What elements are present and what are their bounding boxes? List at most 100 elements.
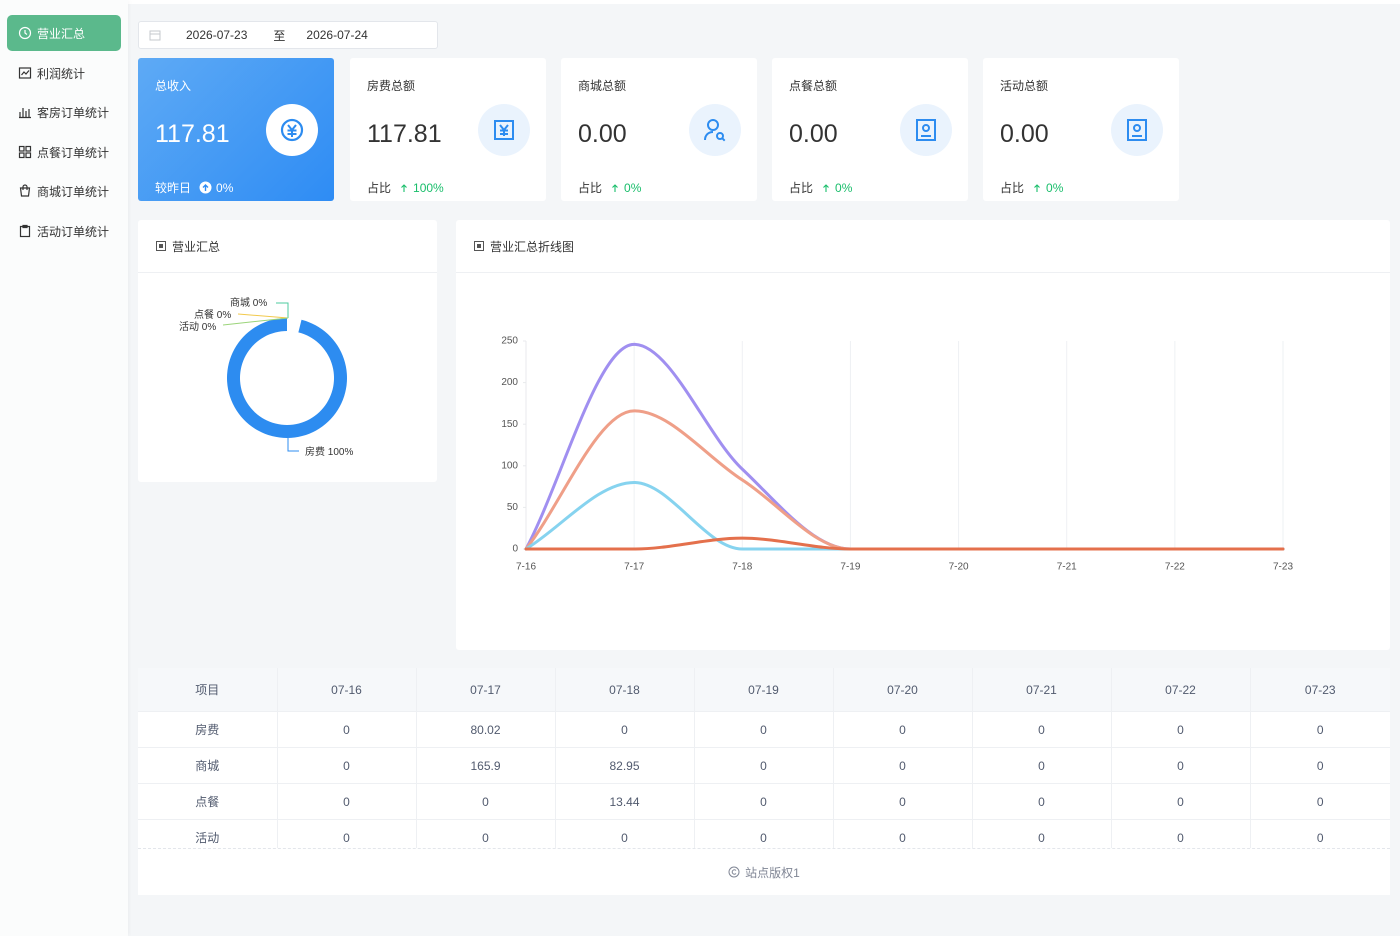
footer-label: 占比 [367,181,392,195]
footer-value: 0% [835,180,853,195]
x-tick-label: 7-19 [840,562,860,573]
header-cell: 07-19 [694,668,834,712]
menu-icon [19,184,31,197]
footer-text: 站点版权1 [745,865,800,880]
table-cell: 0 [972,783,1112,820]
icon [916,119,936,141]
table-cell: 0 [1250,783,1390,820]
icon [280,118,304,142]
stat-card: 活动总额 0.00 占比 0% [983,58,1179,201]
header-cell: 07-21 [972,668,1112,712]
panel-icon [156,241,166,251]
header-cell: 项目 [138,668,278,712]
table-cell: 0 [416,783,556,820]
table-row: 点餐 0 0 13.44 0 0 0 0 0 [138,783,1390,820]
trend-icon [823,183,829,192]
header-cell: 07-16 [277,668,417,712]
pie-label: 商城 0% [230,296,267,309]
card-title: 点餐总额 [789,79,838,93]
menu-item[interactable]: 利润统计 [7,55,121,91]
x-tick-label: 7-22 [1165,562,1185,573]
footer-value: 100% [413,180,444,195]
card-icon [689,104,741,156]
y-tick-label: 200 [501,377,518,388]
card-icon [266,104,318,156]
menu-item[interactable]: 点餐订单统计 [7,134,121,170]
menu-item[interactable]: 客房订单统计 [7,94,121,130]
card-title: 活动总额 [1000,79,1049,93]
pie-label-value: 0% [253,298,268,309]
table-head: 项目 07-16 07-17 07-18 07-19 07-20 07-21 07-22 07-… [138,668,1390,712]
card-icon [478,104,530,156]
x-tick-label: 7-18 [732,562,752,573]
data-table: 项目 07-16 07-17 07-18 07-19 07-20 07-21 07-22 07-… [138,668,1390,856]
series-line [524,342,1285,551]
trend-icon [612,183,618,192]
pie-label-value: 0% [217,310,232,321]
card-title: 房费总额 [367,79,416,93]
pie-label: 房费 100% [305,445,353,458]
footer-label: 较昨日 [155,181,192,195]
line-panel: 营业汇总折线图 [456,220,1390,650]
date-start: 2026-07-23 [186,28,248,42]
pie-label-name: 商城 [230,296,250,309]
stat-card: 总收入 117.81 较昨日 0% [138,58,334,201]
menu-icon [18,145,32,159]
menu-label: 营业汇总 [37,26,86,41]
table-row: 商城 0 165.9 82.95 0 0 0 0 0 [138,747,1390,784]
table-cell: 0 [1111,747,1251,784]
pie-label-value: 0% [202,322,217,333]
header-cell: 07-22 [1111,668,1251,712]
table-cell: 0 [833,747,973,784]
card-value: 0.00 [789,120,838,148]
menu-label: 利润统计 [37,66,86,81]
pie-label: 点餐 0% [194,308,231,321]
y-tick-label: 0 [512,544,518,555]
table-row: 房费 0 80.02 0 0 0 0 0 0 [138,711,1390,748]
y-tick-label: 150 [501,419,518,430]
card-footer: 占比 0% [789,179,852,196]
date-range[interactable]: 2026-07-23 至 2026-07-24 [138,21,438,49]
card-value: 0.00 [1000,120,1049,148]
menu-item[interactable]: 营业汇总 [7,15,121,51]
table-cell: 0 [694,711,834,748]
label-line [237,313,289,319]
label-line [276,302,289,318]
stat-card: 房费总额 117.81 占比 100% [350,58,546,201]
footer-value: 0% [1046,180,1064,195]
table-cell: 0 [277,783,417,820]
x-tick-label: 7-16 [516,562,536,573]
menu-label: 点餐订单统计 [37,145,110,160]
card-footer: 占比 100% [367,179,444,196]
trend-icon [401,183,407,192]
footer-label: 占比 [1000,181,1025,195]
table-body: 房费 0 80.02 0 0 0 0 0 0 商城 0 165.9 82.95 0 0 0 0 0 点餐 0 0 13.4… [138,711,1390,856]
header-cell: 07-18 [555,668,695,712]
panel-header: 营业汇总折线图 [456,220,1390,273]
card-footer: 较昨日 0% [155,179,233,196]
table-cell: 0 [1250,711,1390,748]
menu-item[interactable]: 商城订单统计 [7,173,121,209]
card-icon [900,104,952,156]
header-cell: 07-20 [833,668,973,712]
x-tick-label: 7-17 [624,562,644,573]
y-tick-label: 100 [501,460,518,471]
menu-icon [19,108,31,119]
pie-label-name: 活动 [179,321,199,333]
table-cell: 0 [555,711,695,748]
card-title: 商城总额 [578,79,627,93]
panel-title: 营业汇总 [172,239,221,254]
calendar-icon [149,30,161,41]
menu-item[interactable]: 活动订单统计 [7,213,121,249]
label-line [287,438,299,452]
table-cell: 0 [833,783,973,820]
charts: 商城 0%点餐 0%活动 0%房费 100%0501001502002507-1… [179,296,1293,573]
table-cell: 点餐 [138,783,278,820]
footer: 站点版权1 [138,848,1390,895]
pie-label: 活动 0% [179,321,216,333]
trend-icon [199,181,212,194]
table-cell: 0 [972,711,1112,748]
series-line [524,536,1285,551]
table-cell: 0 [277,711,417,748]
